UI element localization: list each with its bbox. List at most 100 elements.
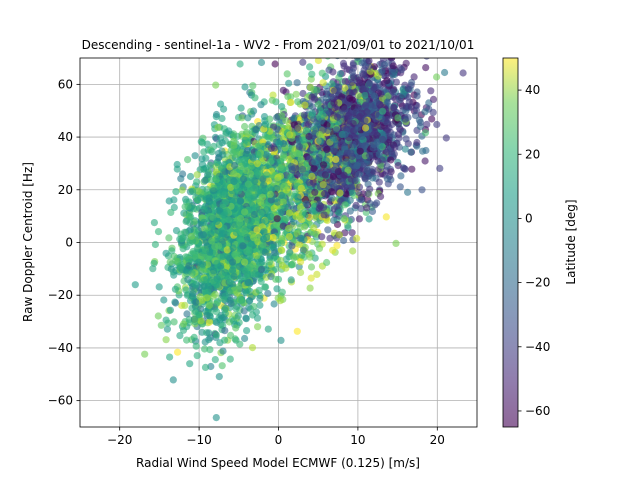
data-point bbox=[282, 264, 290, 272]
data-point bbox=[221, 306, 229, 314]
data-point bbox=[270, 300, 278, 308]
data-point bbox=[394, 162, 402, 170]
data-point bbox=[230, 161, 239, 170]
data-point bbox=[219, 347, 227, 355]
data-point bbox=[303, 127, 311, 135]
data-point bbox=[323, 216, 331, 225]
data-point bbox=[415, 116, 423, 124]
data-point bbox=[180, 320, 188, 328]
data-point bbox=[397, 172, 405, 180]
data-point bbox=[324, 226, 332, 234]
data-point bbox=[382, 213, 390, 221]
data-point bbox=[394, 114, 402, 122]
data-point bbox=[170, 318, 178, 326]
data-point bbox=[214, 123, 222, 131]
data-point bbox=[184, 156, 192, 164]
data-point bbox=[230, 170, 238, 178]
data-point bbox=[243, 233, 251, 241]
data-point bbox=[234, 187, 243, 195]
data-point bbox=[354, 78, 363, 86]
data-point bbox=[239, 242, 247, 250]
data-point bbox=[353, 58, 361, 61]
data-point bbox=[373, 199, 381, 207]
data-point bbox=[428, 115, 436, 123]
data-point bbox=[225, 127, 233, 135]
data-point bbox=[308, 70, 316, 78]
data-point bbox=[185, 316, 193, 324]
data-point bbox=[263, 233, 271, 241]
data-point bbox=[184, 202, 192, 210]
data-point bbox=[394, 130, 403, 138]
data-point bbox=[242, 287, 250, 295]
data-point bbox=[260, 181, 268, 189]
data-point bbox=[236, 340, 244, 348]
data-point bbox=[230, 317, 238, 325]
data-point bbox=[206, 161, 214, 169]
data-point bbox=[271, 60, 279, 68]
data-point bbox=[213, 308, 221, 316]
data-point bbox=[408, 165, 416, 173]
data-point bbox=[277, 256, 285, 264]
data-point bbox=[220, 296, 228, 304]
data-point bbox=[339, 178, 347, 186]
data-point bbox=[328, 93, 336, 101]
data-point bbox=[326, 234, 334, 242]
data-point bbox=[423, 58, 430, 60]
data-point bbox=[407, 103, 415, 111]
data-point bbox=[180, 209, 188, 217]
data-point bbox=[251, 184, 259, 193]
data-point bbox=[433, 120, 441, 129]
data-point bbox=[296, 214, 304, 222]
data-point bbox=[402, 59, 410, 67]
data-point bbox=[253, 252, 261, 260]
data-point bbox=[172, 299, 180, 307]
data-point bbox=[276, 297, 284, 305]
data-point bbox=[208, 237, 216, 245]
data-point bbox=[441, 68, 449, 77]
data-point bbox=[252, 125, 260, 133]
data-point bbox=[243, 327, 251, 335]
data-point bbox=[307, 274, 315, 282]
data-point bbox=[252, 203, 260, 211]
data-point bbox=[402, 135, 410, 143]
data-point bbox=[301, 101, 309, 109]
data-point bbox=[346, 196, 354, 204]
data-point bbox=[391, 143, 399, 152]
data-point bbox=[272, 220, 280, 228]
data-point bbox=[191, 152, 199, 160]
data-point bbox=[190, 205, 198, 213]
data-point bbox=[393, 20, 400, 27]
data-point bbox=[165, 234, 173, 242]
data-point bbox=[262, 151, 270, 159]
data-point bbox=[401, 145, 409, 153]
data-point bbox=[384, 92, 392, 100]
data-point bbox=[237, 104, 245, 112]
data-point bbox=[340, 214, 348, 222]
data-point bbox=[333, 242, 341, 250]
data-point bbox=[141, 350, 149, 358]
data-point bbox=[302, 200, 310, 208]
data-point bbox=[284, 93, 292, 101]
data-point bbox=[157, 321, 165, 329]
data-point bbox=[422, 64, 430, 72]
data-point bbox=[177, 264, 185, 272]
data-point bbox=[208, 148, 216, 156]
data-point bbox=[226, 355, 234, 363]
data-point bbox=[250, 302, 258, 311]
data-point bbox=[241, 334, 249, 343]
data-point bbox=[411, 30, 418, 37]
data-point bbox=[388, 58, 396, 62]
data-point bbox=[361, 102, 370, 110]
data-point bbox=[187, 232, 195, 240]
data-point bbox=[370, 84, 378, 92]
data-point bbox=[232, 305, 240, 313]
data-point bbox=[408, 24, 415, 31]
data-point bbox=[366, 152, 374, 160]
data-point bbox=[410, 73, 418, 81]
data-point bbox=[193, 352, 201, 360]
data-point bbox=[190, 333, 198, 341]
data-point bbox=[257, 277, 265, 286]
data-point bbox=[166, 306, 174, 314]
data-point bbox=[335, 209, 343, 217]
